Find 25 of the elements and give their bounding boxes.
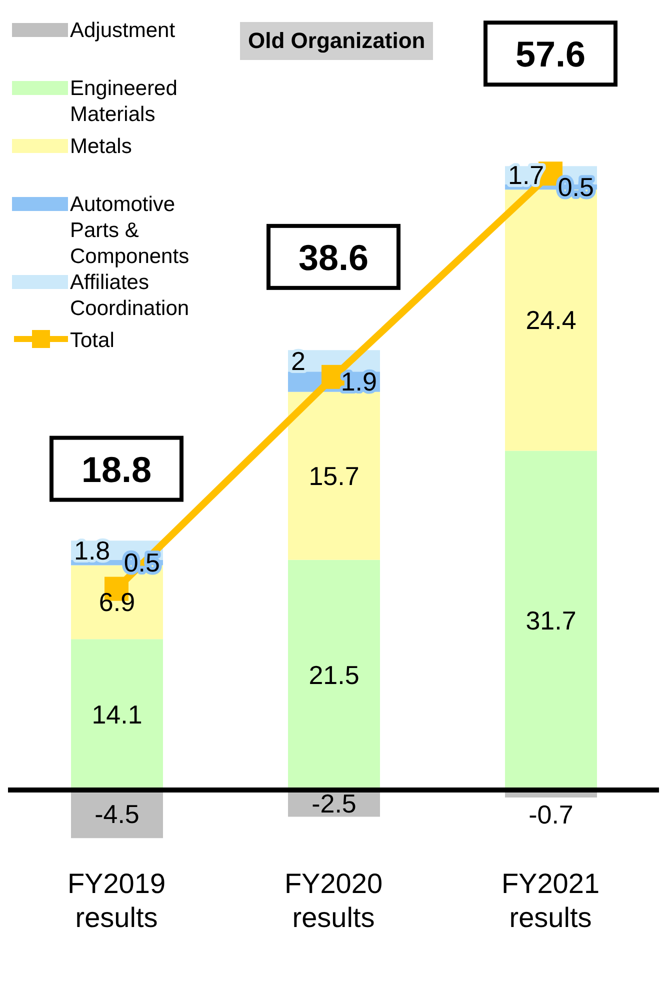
- annotation: Old Organization: [240, 22, 434, 60]
- data-label: -0.7: [528, 799, 574, 830]
- x-tick-label: FY2020 results: [284, 868, 383, 933]
- legend-label: Total: [70, 328, 114, 354]
- bar: [288, 392, 380, 560]
- x-tick-label: FY2019 results: [67, 868, 166, 933]
- data-label: 21.5: [308, 660, 360, 690]
- data-label: -2.5: [312, 788, 356, 818]
- data-label: 14.1: [92, 700, 142, 730]
- data-label: 18.8: [81, 448, 152, 490]
- data-label: 1.8: [74, 535, 110, 566]
- legend-label: Engineered Materials: [70, 76, 178, 128]
- data-label: 2: [291, 346, 306, 376]
- legend-label: Affiliates Coordination: [70, 270, 190, 322]
- data-label: 57.6: [515, 34, 586, 75]
- x-tick-label: FY2021 results: [501, 868, 600, 933]
- data-label: 31.7: [526, 605, 576, 636]
- data-label: 24.4: [526, 305, 576, 336]
- legend-label: Adjustment: [70, 18, 176, 44]
- data-label: 38.6: [298, 236, 369, 278]
- data-label: -4.5: [94, 799, 140, 830]
- legend-label: Automotive Parts & Components: [70, 192, 190, 270]
- data-label: 15.7: [308, 460, 360, 491]
- legend-label: Metals: [70, 134, 132, 160]
- data-label: 0.5: [558, 172, 594, 202]
